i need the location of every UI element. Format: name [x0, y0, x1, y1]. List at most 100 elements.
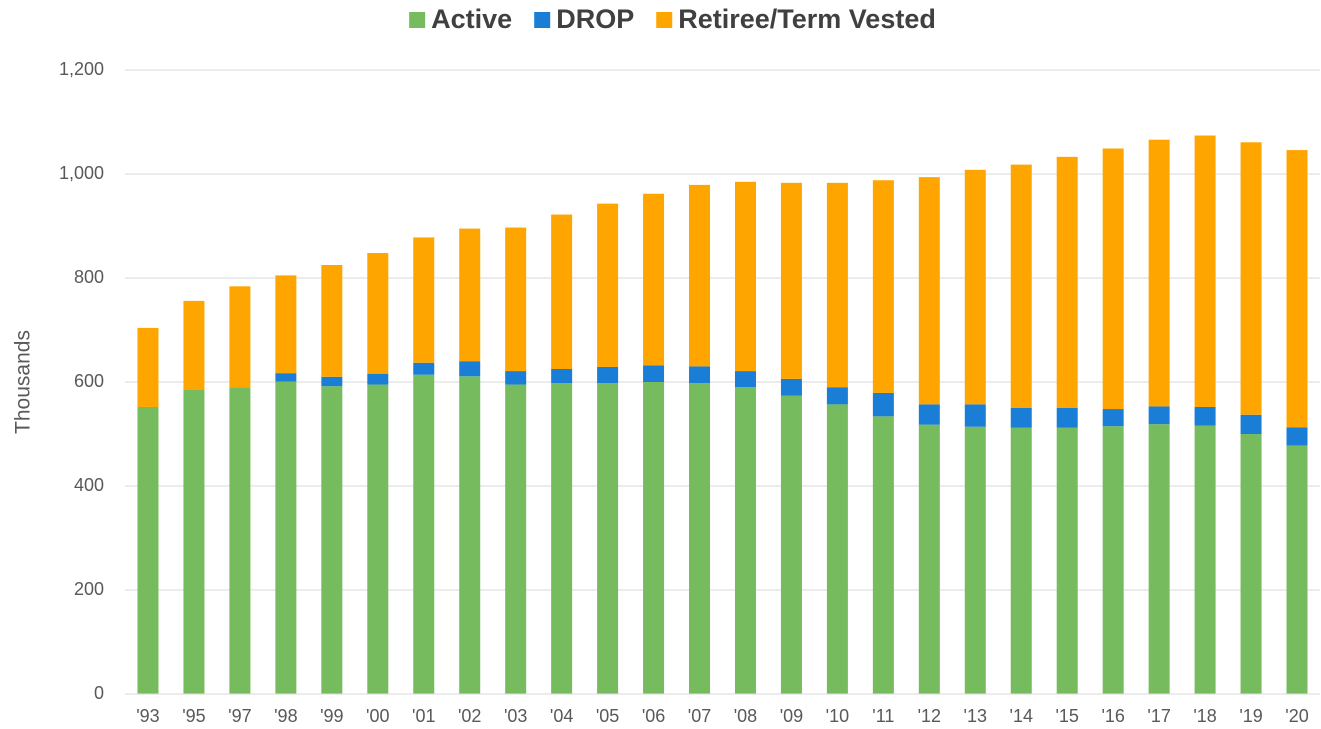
bar-segment	[413, 374, 435, 694]
bar-segment	[183, 389, 205, 694]
bar-segment	[1010, 164, 1032, 408]
bar-segment	[1194, 425, 1216, 694]
bar-segment	[1148, 139, 1170, 407]
bar-segment	[689, 184, 711, 367]
legend-label: Active	[431, 4, 512, 34]
legend-swatch	[409, 12, 426, 28]
y-tick-label: 1,000	[59, 163, 104, 183]
bar-segment	[183, 300, 205, 390]
legend-swatch	[534, 12, 551, 28]
x-tick-label: '00	[366, 706, 389, 726]
bar-segment	[1240, 434, 1262, 694]
bar-segment	[321, 265, 343, 377]
bar-segment	[275, 373, 297, 382]
bar-segment	[1056, 408, 1078, 428]
bar-segment	[229, 387, 251, 694]
bar-segment	[597, 203, 619, 367]
x-tick-label: '93	[136, 706, 159, 726]
bar-segment	[918, 177, 940, 405]
legend-label: DROP	[556, 4, 634, 34]
bar-segment	[1056, 427, 1078, 694]
bar-segment	[1010, 427, 1032, 694]
x-tick-label: '10	[826, 706, 849, 726]
bar-segment	[964, 169, 986, 405]
bar-segment	[275, 275, 297, 374]
y-tick-label: 0	[94, 683, 104, 703]
y-tick-label: 400	[74, 475, 104, 495]
bar-segment	[137, 406, 159, 694]
x-tick-label: '95	[182, 706, 205, 726]
bar-segment	[689, 366, 711, 384]
x-tick-label: '19	[1239, 706, 1262, 726]
bar-segment	[275, 381, 297, 694]
y-tick-label: 200	[74, 579, 104, 599]
bar-segment	[551, 383, 573, 694]
bar-segment	[505, 227, 527, 372]
x-tick-label: '08	[734, 706, 757, 726]
bar-segment	[643, 193, 665, 366]
bar-segment	[734, 371, 756, 388]
bar-segment	[1102, 409, 1124, 427]
bar-segment	[1240, 142, 1262, 415]
bar-segment	[643, 382, 665, 694]
x-tick-label: '16	[1101, 706, 1124, 726]
bar-segment	[1148, 424, 1170, 694]
x-tick-label: '06	[642, 706, 665, 726]
bar-segment	[459, 376, 481, 694]
bar-segment	[597, 383, 619, 694]
y-tick-label: 800	[74, 267, 104, 287]
bar-segment	[643, 365, 665, 382]
bar-segment	[551, 369, 573, 384]
x-tick-label: '17	[1147, 706, 1170, 726]
legend-label: Retiree/Term Vested	[678, 4, 936, 34]
x-tick-label: '14	[1010, 706, 1033, 726]
x-tick-label: '12	[918, 706, 941, 726]
x-tick-label: '15	[1055, 706, 1078, 726]
legend-swatch	[656, 12, 673, 28]
bar-segment	[780, 395, 802, 694]
bar-segment	[367, 253, 389, 374]
x-tick-label: '97	[228, 706, 251, 726]
bar-segment	[826, 182, 848, 388]
bar-segment	[413, 362, 435, 375]
bar-segment	[321, 386, 343, 694]
bar-segment	[1240, 414, 1262, 434]
bar-segment	[964, 426, 986, 694]
bar-segment	[459, 228, 481, 362]
bar-segment	[1286, 427, 1308, 446]
bar-segment	[826, 387, 848, 405]
bar-segment	[1010, 408, 1032, 428]
bar-segment	[872, 180, 894, 393]
bar-segment	[734, 181, 756, 372]
bar-segment	[780, 378, 802, 396]
bar-segment	[1194, 135, 1216, 407]
bar-segment	[918, 424, 940, 694]
bar-segment	[872, 416, 894, 694]
bar-segment	[321, 376, 343, 387]
x-tick-label: '02	[458, 706, 481, 726]
x-tick-label: '09	[780, 706, 803, 726]
bar-segment	[734, 387, 756, 694]
y-axis-label: Thousands	[12, 330, 35, 434]
x-tick-label: '03	[504, 706, 527, 726]
x-tick-label: '04	[550, 706, 573, 726]
bar-segment	[459, 361, 481, 377]
bar-segment	[229, 286, 251, 388]
y-tick-label: 600	[74, 371, 104, 391]
bar-segment	[137, 327, 159, 407]
x-tick-label: '05	[596, 706, 619, 726]
x-tick-label: '18	[1193, 706, 1216, 726]
bar-segment	[505, 371, 527, 385]
bar-segment	[780, 182, 802, 379]
y-tick-label: 1,200	[59, 59, 104, 79]
legend: Active DROP Retiree/Term Vested	[409, 4, 936, 34]
x-tick-label: '98	[274, 706, 297, 726]
bar-segment	[1056, 156, 1078, 408]
bar-segment	[367, 373, 389, 385]
bar-segment	[505, 384, 527, 694]
bar-segment	[1286, 445, 1308, 694]
x-tick-label: '01	[412, 706, 435, 726]
bar-segment	[367, 384, 389, 694]
bar-segment	[1194, 406, 1216, 426]
